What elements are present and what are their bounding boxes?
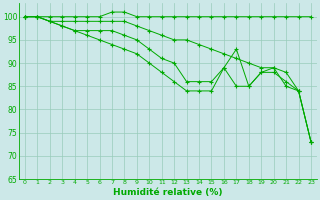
X-axis label: Humidité relative (%): Humidité relative (%) <box>113 188 223 197</box>
